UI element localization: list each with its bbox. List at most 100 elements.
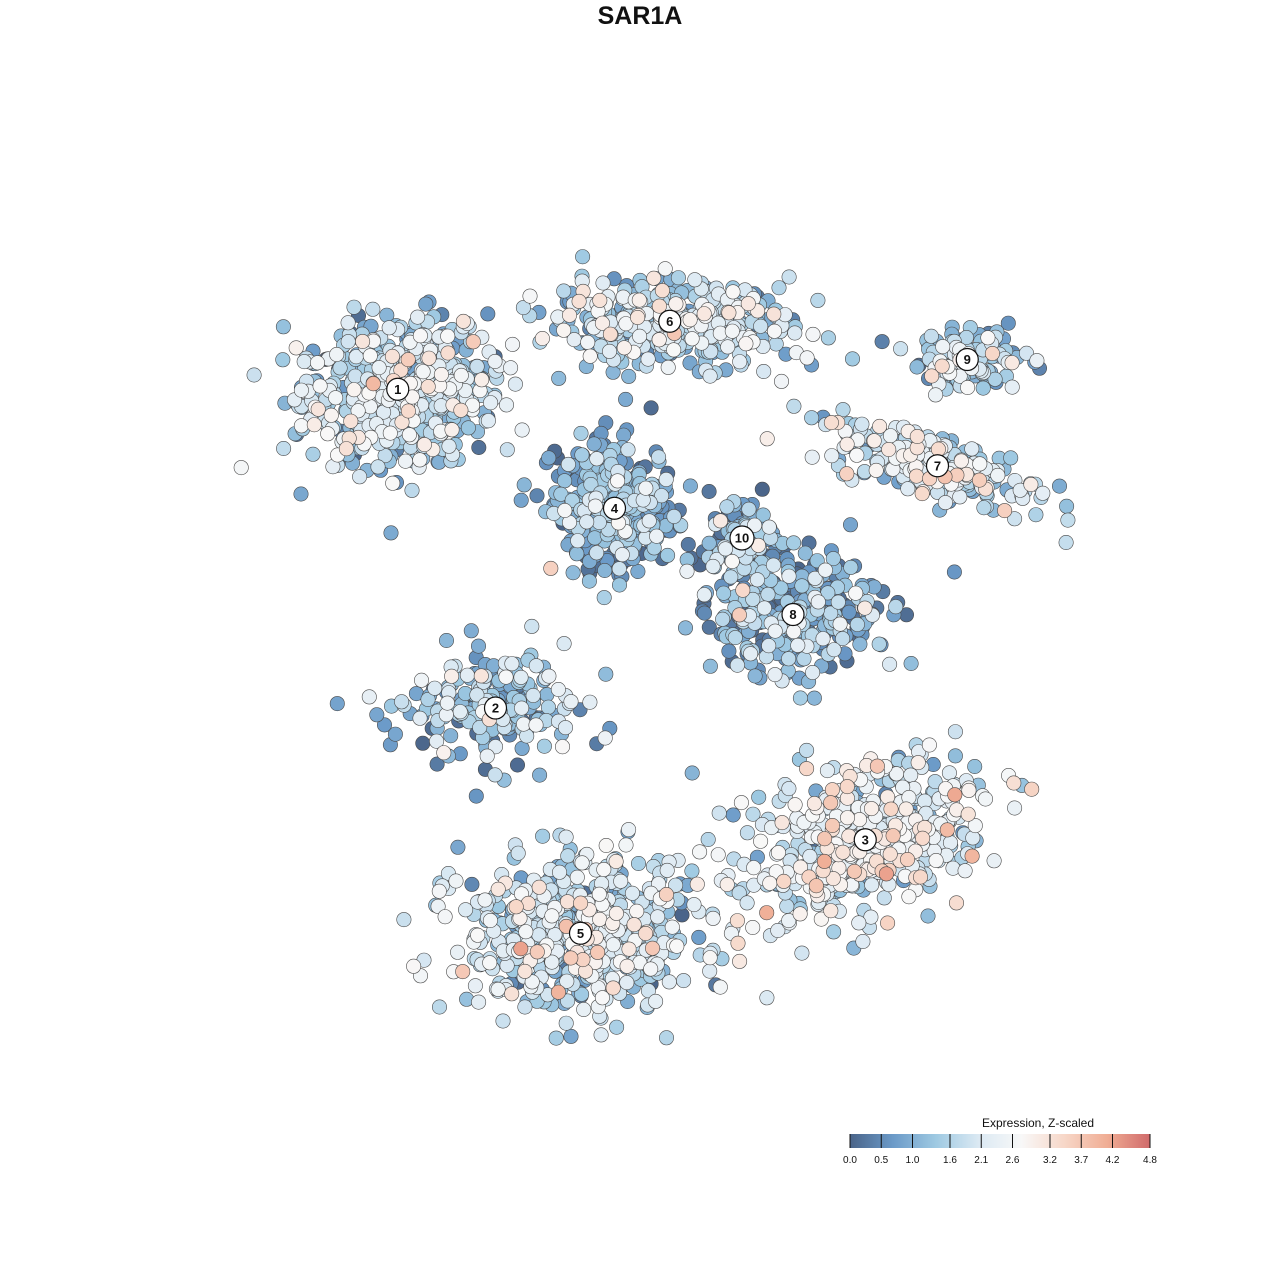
cell-point [534, 330, 550, 346]
cluster-label-text: 5 [577, 926, 584, 941]
cell-point [329, 696, 345, 712]
cell-point [459, 667, 475, 683]
cell-point [310, 401, 326, 417]
cell-point [927, 774, 943, 790]
cell-point [469, 687, 485, 703]
cell-point [365, 376, 381, 392]
cell-point [733, 795, 749, 811]
cell-point [666, 342, 682, 358]
cell-point [436, 745, 452, 761]
cell-point [689, 876, 705, 892]
cell-point [1029, 353, 1045, 369]
cell-point [948, 895, 964, 911]
cell-point [960, 379, 976, 395]
cell-point [591, 514, 607, 530]
cell-point [893, 341, 909, 357]
cell-point [947, 787, 963, 803]
cluster-label-badge [781, 602, 805, 627]
cell-point [541, 450, 557, 466]
cell-point [651, 449, 667, 465]
cell-point [868, 462, 884, 478]
cell-point [309, 355, 325, 371]
cell-point [976, 500, 992, 516]
cell-point [939, 822, 955, 838]
cell-point [412, 452, 428, 468]
cell-point [440, 328, 456, 344]
cell-point [323, 407, 339, 423]
cell-point [766, 306, 782, 322]
cell-point [721, 305, 737, 321]
cell-point [990, 467, 1006, 483]
cell-point [953, 453, 969, 469]
cell-point [563, 694, 579, 710]
cell-point [882, 656, 898, 672]
cell-point [233, 460, 249, 476]
cell-point [593, 1027, 609, 1043]
cell-point [657, 261, 673, 277]
cell-point [810, 292, 826, 308]
cell-point [453, 367, 469, 383]
cell-point [439, 695, 455, 711]
cell-point [770, 845, 786, 861]
cell-point [529, 944, 545, 960]
cell-point [648, 993, 664, 1009]
cell-point [1058, 534, 1074, 550]
cell-point [679, 563, 695, 579]
cluster-label-text: 3 [862, 832, 869, 847]
cell-point [598, 666, 614, 682]
cell-point [576, 1001, 592, 1017]
cell-point [504, 986, 520, 1002]
cell-point [767, 667, 783, 683]
cell-point [888, 599, 904, 615]
cell-point [839, 466, 855, 482]
cell-point [977, 791, 993, 807]
cell-point [687, 272, 703, 288]
cell-point [643, 400, 659, 416]
cell-point [817, 831, 833, 847]
cell-point [469, 358, 485, 374]
cell-point [441, 438, 457, 454]
cell-point [293, 418, 309, 434]
legend-tick-label: 4.8 [1143, 1155, 1157, 1166]
cell-point [440, 345, 456, 361]
cluster-label: 4 [602, 496, 627, 520]
cell-point [934, 358, 950, 374]
cell-point [594, 990, 610, 1006]
cell-point [841, 604, 857, 620]
cell-point [415, 735, 431, 751]
cell-point [813, 911, 829, 927]
cell-point [431, 999, 447, 1015]
cell-point [525, 687, 541, 703]
cell-point [880, 915, 896, 931]
cell-point [343, 413, 359, 429]
cell-point [621, 822, 637, 838]
cell-point [638, 925, 654, 941]
cell-points [233, 249, 1076, 1046]
cell-point [924, 368, 940, 384]
cell-point [946, 564, 962, 580]
cell-point [609, 1019, 625, 1035]
cluster-label-text: 1 [394, 382, 401, 397]
cell-point [570, 533, 586, 549]
cell-point [898, 801, 914, 817]
cell-point [514, 700, 530, 716]
cell-point [393, 362, 409, 378]
cell-point [797, 545, 813, 561]
cell-point [702, 368, 718, 384]
cell-point [514, 422, 530, 438]
cell-point [563, 1028, 579, 1044]
cell-point [1006, 775, 1022, 791]
cell-point [513, 669, 529, 685]
cell-point [920, 908, 936, 924]
cell-point [723, 569, 739, 585]
cell-point [510, 845, 526, 861]
cell-point [517, 999, 533, 1015]
cell-point [450, 839, 466, 855]
cell-point [866, 433, 882, 449]
cell-point [472, 719, 488, 735]
cell-point [1035, 485, 1051, 501]
cluster-label-text: 7 [934, 458, 941, 473]
cell-point [753, 318, 769, 334]
cell-point [835, 631, 851, 647]
cell-point [986, 853, 1002, 869]
